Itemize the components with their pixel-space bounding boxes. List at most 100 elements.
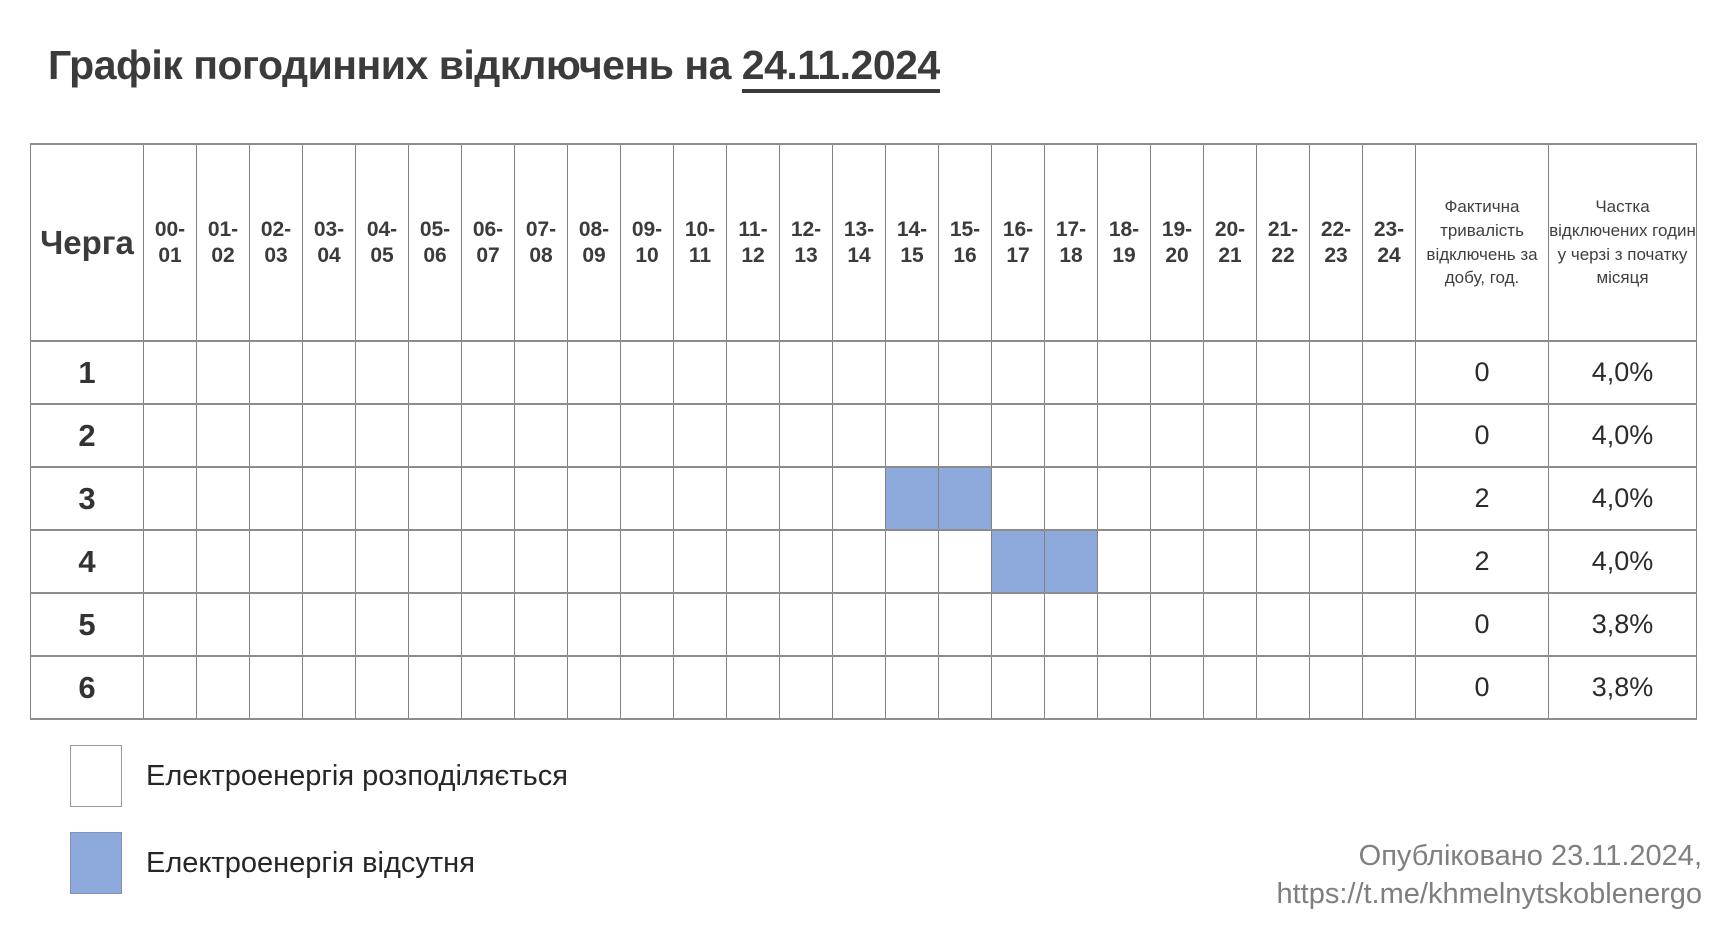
hour-column-header: 18- 19 bbox=[1097, 143, 1151, 342]
power-on-cell bbox=[249, 655, 303, 720]
power-on-cell bbox=[302, 403, 356, 468]
power-on-cell bbox=[143, 340, 197, 405]
power-on-cell bbox=[779, 466, 833, 531]
duration-value-cell: 0 bbox=[1415, 403, 1549, 468]
share-value-cell: 4,0% bbox=[1548, 340, 1697, 405]
power-on-cell bbox=[249, 592, 303, 657]
power-on-cell bbox=[885, 529, 939, 594]
hour-column-header: 17- 18 bbox=[1044, 143, 1098, 342]
queue-row-1: 1 0 4,0% bbox=[30, 340, 1697, 405]
power-on-cell bbox=[514, 529, 568, 594]
power-on-cell bbox=[302, 655, 356, 720]
power-on-cell bbox=[991, 466, 1045, 531]
duration-value-cell: 0 bbox=[1415, 592, 1549, 657]
power-on-cell bbox=[885, 340, 939, 405]
power-on-cell bbox=[249, 403, 303, 468]
legend-swatch-power-on bbox=[70, 745, 122, 807]
hour-column-header: 13- 14 bbox=[832, 143, 886, 342]
power-on-cell bbox=[620, 466, 674, 531]
outage-cell bbox=[938, 466, 992, 531]
power-on-cell bbox=[673, 529, 727, 594]
duration-value-cell: 0 bbox=[1415, 655, 1549, 720]
hour-column-header: 09- 10 bbox=[620, 143, 674, 342]
power-on-cell bbox=[514, 655, 568, 720]
queue-number-cell: 1 bbox=[30, 340, 144, 405]
footer: Опубліковано 23.11.2024, https://t.me/kh… bbox=[1276, 838, 1702, 913]
power-on-cell bbox=[408, 340, 462, 405]
power-on-cell bbox=[832, 466, 886, 531]
power-on-cell bbox=[726, 529, 780, 594]
power-on-cell bbox=[249, 466, 303, 531]
power-on-cell bbox=[355, 466, 409, 531]
power-on-cell bbox=[302, 529, 356, 594]
telegram-link[interactable]: https://t.me/khmelnytskoblenergo bbox=[1276, 877, 1702, 910]
power-on-cell bbox=[885, 403, 939, 468]
legend-swatch-power-off bbox=[70, 832, 122, 894]
queue-row-5: 5 0 3,8% bbox=[30, 592, 1697, 657]
queue-column-header: Черга bbox=[30, 143, 144, 342]
power-on-cell bbox=[567, 466, 621, 531]
power-on-cell bbox=[1203, 655, 1257, 720]
power-on-cell bbox=[1256, 655, 1310, 720]
power-on-cell bbox=[1203, 466, 1257, 531]
power-on-cell bbox=[567, 403, 621, 468]
power-on-cell bbox=[567, 529, 621, 594]
power-on-cell bbox=[461, 340, 515, 405]
duration-value-cell: 2 bbox=[1415, 466, 1549, 531]
power-on-cell bbox=[1097, 466, 1151, 531]
power-on-cell bbox=[249, 340, 303, 405]
power-on-cell bbox=[196, 592, 250, 657]
power-on-cell bbox=[1256, 466, 1310, 531]
power-on-cell bbox=[1362, 529, 1416, 594]
power-on-cell bbox=[461, 592, 515, 657]
power-on-cell bbox=[302, 340, 356, 405]
power-on-cell bbox=[779, 340, 833, 405]
power-on-cell bbox=[143, 529, 197, 594]
schedule-table: Черга 00- 01 01- 02 02- 03 03- 04 04- 05 05- 06 06- 07… bbox=[30, 143, 1697, 720]
queue-number-cell: 6 bbox=[30, 655, 144, 720]
outage-cell bbox=[885, 466, 939, 531]
queue-number-cell: 3 bbox=[30, 466, 144, 531]
power-on-cell bbox=[196, 655, 250, 720]
page-title-text: Графік погодинних відключень на bbox=[48, 42, 742, 88]
power-on-cell bbox=[1097, 529, 1151, 594]
power-on-cell bbox=[514, 592, 568, 657]
hour-column-header: 03- 04 bbox=[302, 143, 356, 342]
power-on-cell bbox=[143, 592, 197, 657]
power-on-cell bbox=[1362, 655, 1416, 720]
power-on-cell bbox=[1256, 529, 1310, 594]
power-on-cell bbox=[673, 655, 727, 720]
power-on-cell bbox=[779, 403, 833, 468]
power-on-cell bbox=[938, 403, 992, 468]
power-on-cell bbox=[514, 466, 568, 531]
hour-column-header: 04- 05 bbox=[355, 143, 409, 342]
power-on-cell bbox=[143, 403, 197, 468]
hour-column-header: 16- 17 bbox=[991, 143, 1045, 342]
page-title-date: 24.11.2024 bbox=[741, 42, 940, 93]
power-on-cell bbox=[1256, 403, 1310, 468]
hour-column-header: 12- 13 bbox=[779, 143, 833, 342]
queue-row-6: 6 0 3,8% bbox=[30, 655, 1697, 720]
power-on-cell bbox=[726, 340, 780, 405]
legend-item-power-off: Електроенергія відсутня bbox=[70, 832, 475, 894]
power-on-cell bbox=[779, 529, 833, 594]
outage-cell bbox=[1044, 529, 1098, 594]
power-on-cell bbox=[143, 655, 197, 720]
power-on-cell bbox=[620, 403, 674, 468]
power-on-cell bbox=[938, 655, 992, 720]
duration-value-cell: 0 bbox=[1415, 340, 1549, 405]
power-on-cell bbox=[938, 592, 992, 657]
power-on-cell bbox=[567, 592, 621, 657]
power-on-cell bbox=[1097, 403, 1151, 468]
power-on-cell bbox=[1203, 592, 1257, 657]
share-column-header: Частка відключених годин у черзі з почат… bbox=[1548, 143, 1697, 342]
power-on-cell bbox=[1150, 529, 1204, 594]
power-on-cell bbox=[302, 466, 356, 531]
page-title: Графік погодинних відключень на 24.11.20… bbox=[48, 42, 940, 93]
power-on-cell bbox=[408, 592, 462, 657]
hour-column-header: 05- 06 bbox=[408, 143, 462, 342]
queue-row-3: 3 2 4,0% bbox=[30, 466, 1697, 531]
published-date: Опубліковано 23.11.2024, bbox=[1358, 840, 1702, 872]
power-on-cell bbox=[1044, 340, 1098, 405]
